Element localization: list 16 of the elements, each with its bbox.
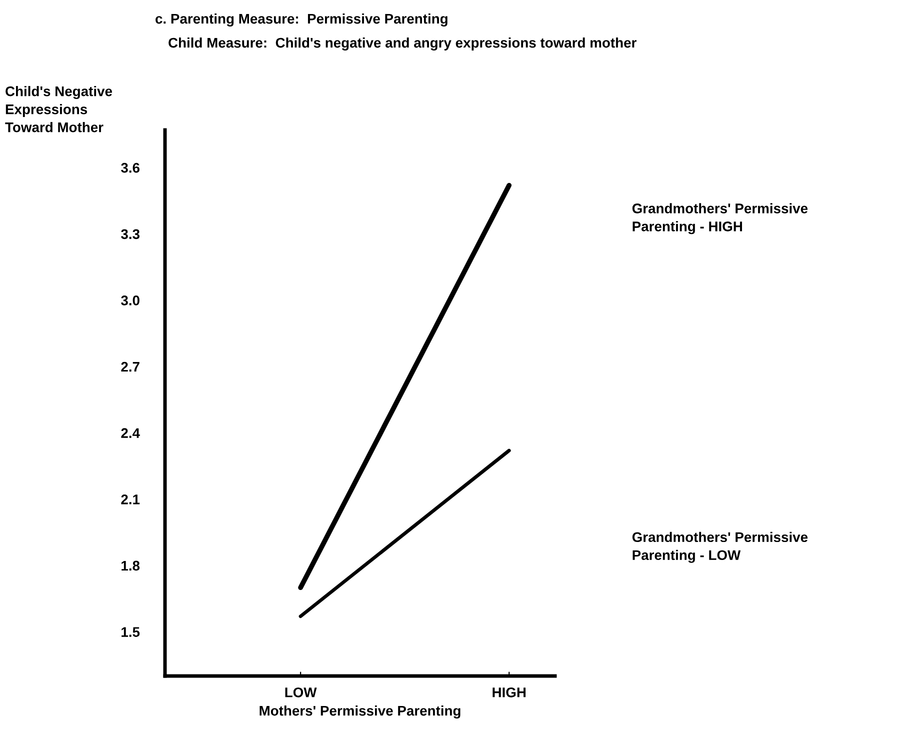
y-tick-label: 3.0 bbox=[121, 296, 140, 306]
y-tick-label: 3.3 bbox=[121, 229, 140, 240]
y-tick-label: 2.4 bbox=[121, 428, 140, 438]
x-axis-title: Mothers' Permissive Parenting bbox=[260, 705, 460, 719]
text: Grandmothers' Permissive Parenting - LOW bbox=[632, 532, 808, 563]
y-tick-label: 1.8 bbox=[122, 560, 140, 571]
x-tick-label: HIGH bbox=[492, 687, 526, 698]
x-tick-label: LOW bbox=[285, 687, 317, 698]
text: Grandmothers' Permissive Parenting - HIGH bbox=[632, 203, 808, 234]
chart-subtitle: Child Measure: Child's negative and angry expressions toward mother bbox=[168, 37, 636, 51]
y-tick-label: 1.5 bbox=[122, 627, 140, 637]
chart-title: c. Parenting Measure: Permissive Parenting bbox=[156, 13, 448, 27]
y-tick-label: 2.1 bbox=[121, 494, 140, 504]
y-tick-label: 2.7 bbox=[121, 362, 140, 372]
y-tick-label: 3.6 bbox=[121, 162, 140, 173]
y-axis-title: Child's Negative Expressions Toward Mother bbox=[5, 86, 112, 132]
